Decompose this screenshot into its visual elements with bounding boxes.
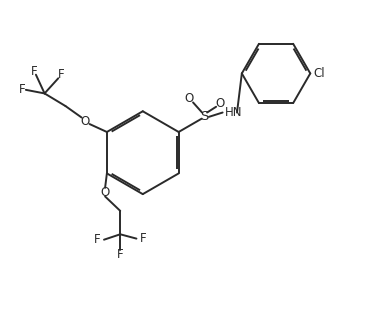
- Text: F: F: [31, 65, 37, 77]
- Text: F: F: [94, 233, 100, 246]
- Text: F: F: [140, 232, 147, 245]
- Text: F: F: [57, 68, 64, 81]
- Text: O: O: [81, 115, 90, 128]
- Text: Cl: Cl: [313, 67, 325, 80]
- Text: O: O: [185, 92, 194, 105]
- Text: O: O: [215, 97, 224, 110]
- Text: F: F: [117, 248, 124, 261]
- Text: S: S: [201, 110, 209, 123]
- Text: HN: HN: [224, 106, 242, 119]
- Text: O: O: [100, 186, 110, 198]
- Text: F: F: [19, 83, 26, 96]
